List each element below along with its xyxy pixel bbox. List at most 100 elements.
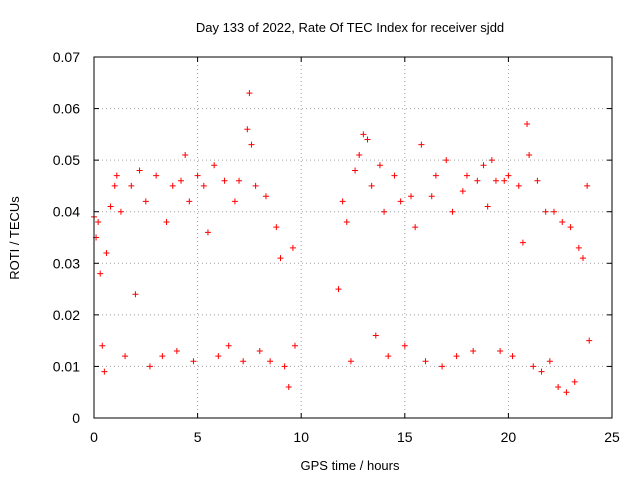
data-point <box>538 368 545 375</box>
data-point <box>470 347 477 354</box>
y-tick-label: 0.07 <box>53 49 80 65</box>
data-point <box>159 353 166 360</box>
data-point <box>173 347 180 354</box>
data-point <box>368 182 375 189</box>
data-point <box>335 286 342 293</box>
y-tick-label: 0.05 <box>53 152 80 168</box>
data-point <box>381 208 388 215</box>
data-point <box>459 188 466 195</box>
data-point <box>586 337 593 344</box>
data-point <box>153 172 160 179</box>
data-point <box>190 358 197 365</box>
data-point <box>122 353 129 360</box>
x-tick-label: 15 <box>397 429 413 445</box>
data-point <box>132 291 139 298</box>
data-point <box>267 358 274 365</box>
data-point <box>182 151 189 158</box>
data-point <box>113 172 120 179</box>
data-point <box>385 353 392 360</box>
x-tick-label: 25 <box>604 429 620 445</box>
data-point <box>526 151 533 158</box>
data-point <box>339 198 346 205</box>
data-point <box>169 182 176 189</box>
data-point <box>252 182 259 189</box>
data-point <box>571 378 578 385</box>
data-point <box>285 384 292 391</box>
data-point <box>347 358 354 365</box>
data-point <box>99 342 106 349</box>
x-tick-label: 0 <box>90 429 98 445</box>
axis-ticks: 0 5 10 15 20 25 0 0.01 0.02 0.03 0.04 0.05 0.06 0.07 <box>53 49 620 445</box>
data-point <box>542 208 549 215</box>
data-point <box>550 208 557 215</box>
y-axis-label: ROTI / TECUs <box>7 196 22 280</box>
data-point <box>492 177 499 184</box>
data-point <box>432 172 439 179</box>
data-point <box>519 239 526 246</box>
plot-frame <box>93 56 613 419</box>
x-tick-label: 5 <box>194 429 202 445</box>
data-point <box>146 363 153 370</box>
data-point <box>408 193 415 200</box>
data-point <box>236 177 243 184</box>
data-point <box>376 162 383 169</box>
data-point <box>194 172 201 179</box>
data-point <box>291 342 298 349</box>
data-point <box>273 224 280 231</box>
data-point <box>356 151 363 158</box>
data-point <box>211 162 218 169</box>
data-point <box>391 172 398 179</box>
data-point <box>546 358 553 365</box>
data-point <box>524 121 531 128</box>
data-point <box>221 177 228 184</box>
data-point <box>95 219 102 226</box>
data-point <box>289 244 296 251</box>
data-point <box>360 131 367 138</box>
data-point <box>178 177 185 184</box>
data-point <box>439 363 446 370</box>
data-point <box>128 182 135 189</box>
data-point <box>343 219 350 226</box>
data-point <box>352 167 359 174</box>
y-tick-label: 0.06 <box>53 101 80 117</box>
data-point <box>364 136 371 143</box>
data-point <box>136 167 143 174</box>
data-point <box>186 198 193 205</box>
x-tick-label: 20 <box>501 429 517 445</box>
data-point <box>401 342 408 349</box>
data-point <box>248 141 255 148</box>
data-point <box>163 219 170 226</box>
data-point <box>117 208 124 215</box>
data-point <box>204 229 211 236</box>
data-point <box>497 347 504 354</box>
data-point <box>412 224 419 231</box>
data-points <box>91 90 593 396</box>
data-point <box>443 157 450 164</box>
x-tick-label: 10 <box>293 429 309 445</box>
y-tick-label: 0.01 <box>53 358 80 374</box>
data-point <box>488 157 495 164</box>
data-point <box>103 249 110 256</box>
data-point <box>563 389 570 396</box>
data-point <box>534 177 541 184</box>
data-point <box>530 363 537 370</box>
data-point <box>428 193 435 200</box>
data-point <box>215 353 222 360</box>
data-point <box>584 182 591 189</box>
data-point <box>372 332 379 339</box>
data-point <box>575 244 582 251</box>
y-tick-label: 0.03 <box>53 255 80 271</box>
data-point <box>505 172 512 179</box>
data-point <box>480 162 487 169</box>
data-point <box>509 353 516 360</box>
data-point <box>111 182 118 189</box>
data-point <box>277 255 284 262</box>
data-point <box>97 270 104 277</box>
data-point <box>474 177 481 184</box>
data-point <box>225 342 232 349</box>
data-point <box>555 384 562 391</box>
data-point <box>501 177 508 184</box>
data-point <box>449 208 456 215</box>
data-point <box>463 172 470 179</box>
